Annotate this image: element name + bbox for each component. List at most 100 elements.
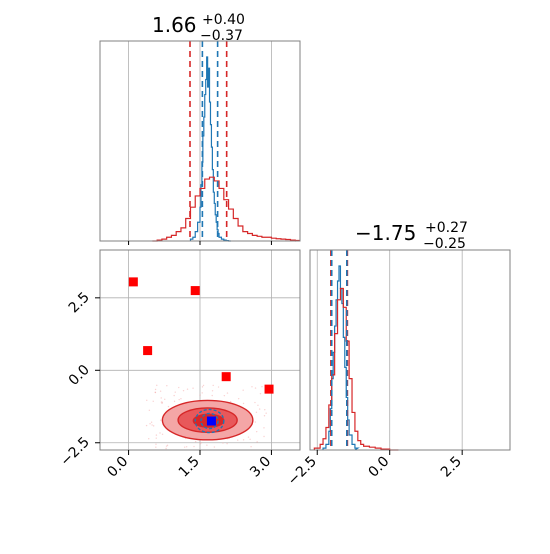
sample-point bbox=[161, 433, 164, 435]
sample-point bbox=[263, 435, 265, 438]
sample-point bbox=[173, 400, 176, 403]
hist-frame-param-1 bbox=[309, 249, 511, 451]
sample-point bbox=[258, 408, 261, 410]
y-tick-label: 2.5 bbox=[66, 289, 93, 316]
sample-point bbox=[249, 438, 251, 440]
sample-point bbox=[150, 421, 153, 423]
sample-point bbox=[259, 392, 262, 395]
hist-panel-param-1: −2.5 0.0 2.5 −1.75 +0.27 −0.25 bbox=[285, 220, 511, 489]
sample-point bbox=[167, 405, 170, 408]
sample-point bbox=[182, 389, 185, 392]
sample-point bbox=[155, 446, 157, 448]
sample-point bbox=[213, 446, 216, 448]
sample-point bbox=[251, 386, 253, 388]
sample-point bbox=[265, 412, 267, 414]
sample-point bbox=[237, 439, 239, 441]
sample-point bbox=[211, 390, 214, 392]
title-upper-param-1: +0.27 bbox=[425, 220, 468, 236]
red-square-marker bbox=[143, 346, 153, 356]
sample-point bbox=[261, 386, 263, 388]
sample-point bbox=[242, 439, 245, 441]
sample-point bbox=[152, 400, 154, 402]
sample-point bbox=[263, 415, 266, 417]
sample-point bbox=[166, 384, 168, 387]
sample-point bbox=[237, 397, 240, 400]
histogram-series bbox=[313, 287, 399, 451]
sample-point bbox=[222, 442, 224, 444]
red-square-marker bbox=[221, 372, 231, 382]
sample-point bbox=[164, 398, 166, 400]
x-tick-label: 0.0 bbox=[365, 454, 392, 481]
sample-point bbox=[192, 387, 194, 389]
sample-point bbox=[242, 402, 245, 405]
sample-point bbox=[173, 394, 175, 397]
y-tick-label: 0.0 bbox=[66, 362, 93, 389]
sample-point bbox=[174, 391, 176, 393]
scatter-panel: 0.0 1.5 3.0 −2.5 0.0 2.5 bbox=[57, 249, 301, 481]
sample-point bbox=[184, 446, 186, 448]
sample-point bbox=[255, 430, 258, 433]
sample-point bbox=[155, 437, 157, 439]
sample-point bbox=[217, 386, 220, 388]
sample-point bbox=[254, 421, 257, 423]
sample-point bbox=[199, 394, 201, 396]
histogram-series bbox=[189, 56, 231, 242]
sample-point bbox=[166, 444, 169, 447]
sample-point bbox=[152, 425, 155, 427]
sample-point bbox=[180, 398, 182, 400]
sample-point bbox=[229, 400, 232, 403]
sample-point bbox=[193, 445, 195, 448]
sample-point bbox=[255, 411, 258, 414]
red-square-marker bbox=[264, 384, 274, 394]
title-param-1: −1.75 bbox=[355, 221, 416, 245]
sample-point bbox=[165, 447, 167, 450]
sample-point bbox=[145, 424, 148, 427]
title-lower-param-0: −0.37 bbox=[200, 28, 243, 44]
x-tick-label: 0.0 bbox=[104, 454, 131, 481]
sample-point bbox=[178, 398, 180, 401]
sample-point bbox=[256, 441, 258, 443]
sample-point bbox=[200, 442, 203, 444]
sample-point bbox=[154, 391, 156, 394]
histogram-series bbox=[152, 176, 301, 242]
x-tick-label: −2.5 bbox=[285, 454, 320, 489]
hist-panel-param-0: 1.66 +0.40 −0.37 bbox=[99, 12, 301, 245]
sample-point bbox=[149, 423, 151, 425]
sample-point bbox=[178, 386, 180, 389]
sample-point bbox=[201, 386, 204, 388]
sample-point bbox=[242, 389, 244, 391]
sample-point bbox=[264, 409, 266, 411]
sample-point bbox=[185, 446, 188, 448]
title-value-param-0: 1.66 bbox=[152, 13, 197, 37]
sample-point bbox=[161, 402, 163, 405]
sample-point bbox=[156, 384, 158, 387]
y-tick-label: −2.5 bbox=[57, 434, 92, 469]
sample-point bbox=[263, 427, 265, 429]
sample-point bbox=[223, 394, 226, 397]
red-square-marker bbox=[190, 286, 200, 296]
sample-point bbox=[155, 443, 157, 445]
x-tick-label: 2.5 bbox=[438, 454, 465, 481]
sample-point bbox=[247, 436, 250, 438]
sample-point bbox=[148, 409, 151, 411]
x-tick-label: 3.0 bbox=[247, 454, 274, 481]
sample-point bbox=[154, 388, 157, 391]
contour-level bbox=[194, 408, 225, 434]
sample-point bbox=[257, 404, 259, 407]
sample-point bbox=[226, 392, 229, 394]
red-square-marker bbox=[128, 277, 138, 287]
sample-point bbox=[165, 445, 168, 447]
sample-point bbox=[254, 401, 256, 404]
sample-point bbox=[202, 384, 205, 387]
title-param-0: 1.66 bbox=[152, 13, 197, 37]
sample-point bbox=[148, 438, 150, 440]
blue-square-marker bbox=[206, 416, 216, 426]
title-upper-param-0: +0.40 bbox=[202, 12, 245, 28]
sample-point bbox=[151, 424, 153, 426]
sample-point bbox=[211, 394, 213, 397]
histogram-series bbox=[322, 265, 360, 451]
sample-point bbox=[146, 399, 148, 402]
sample-point bbox=[159, 432, 161, 434]
title-lower-param-1: −0.25 bbox=[423, 236, 466, 252]
sample-point bbox=[206, 444, 208, 446]
